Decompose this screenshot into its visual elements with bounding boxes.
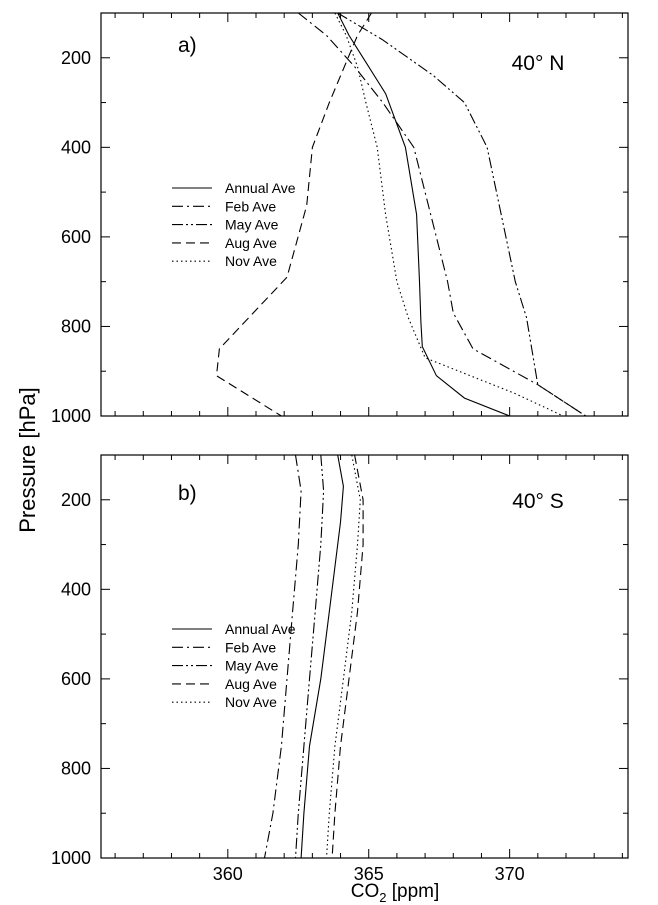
series-line-feb-ave — [263, 455, 302, 858]
series-line-annual-ave — [337, 13, 510, 416]
y-tick-label: 600 — [61, 227, 91, 247]
legend-label: Aug Ave — [225, 235, 277, 251]
series-line-nov-ave — [325, 455, 361, 858]
y-tick-label: 1000 — [51, 406, 91, 426]
legend-label: Annual Ave — [225, 621, 296, 637]
panel-b: 200 400 600 800 1000 360 365 370 b) 40° S Annual A… — [51, 454, 629, 884]
series-line-aug-ave — [331, 455, 364, 858]
plot-frame — [100, 12, 629, 417]
legend-label: Feb Ave — [225, 198, 276, 214]
series-line-annual-ave — [300, 455, 344, 858]
region-label: 40° N — [512, 52, 565, 75]
series-line-feb-ave — [297, 13, 587, 416]
y-tick-label: 200 — [61, 490, 91, 510]
legend-label: May Ave — [225, 217, 279, 233]
plot-frame — [100, 454, 629, 859]
legend-label: May Ave — [225, 658, 279, 674]
x-tick-label: 360 — [213, 864, 243, 884]
y-tick-label: 200 — [61, 48, 91, 68]
y-tick-label: 400 — [61, 137, 91, 157]
x-tick-label: 365 — [354, 864, 384, 884]
panel-label: b) — [178, 482, 197, 505]
panel-a: 200 400 600 800 1000 a) 40° N Annual Ave Feb Ave… — [51, 12, 629, 426]
x-axis-label-sub: 2 — [379, 890, 386, 905]
x-axis-label: CO2 [ppm] — [351, 881, 440, 905]
x-tick-label: 370 — [495, 864, 525, 884]
y-tick-label: 1000 — [51, 848, 91, 868]
x-axis-label-main: CO — [351, 881, 380, 902]
series-line-may-ave — [337, 13, 587, 416]
legend-label: Feb Ave — [225, 639, 276, 655]
legend-label: Aug Ave — [225, 676, 277, 692]
y-axis-label: Pressure [hPa] — [15, 387, 40, 533]
region-label: 40° S — [512, 490, 564, 513]
y-tick-label: 400 — [61, 579, 91, 599]
legend-label: Annual Ave — [225, 180, 296, 196]
x-axis-label-unit: [ppm] — [386, 881, 439, 902]
series-line-aug-ave — [215, 13, 372, 416]
legend-label: Nov Ave — [225, 694, 277, 710]
legend-label: Nov Ave — [225, 253, 277, 269]
series-line-may-ave — [294, 455, 325, 858]
y-tick-label: 800 — [61, 758, 91, 778]
panel-label: a) — [178, 34, 197, 57]
y-tick-label: 600 — [61, 669, 91, 689]
y-tick-label: 800 — [61, 316, 91, 336]
